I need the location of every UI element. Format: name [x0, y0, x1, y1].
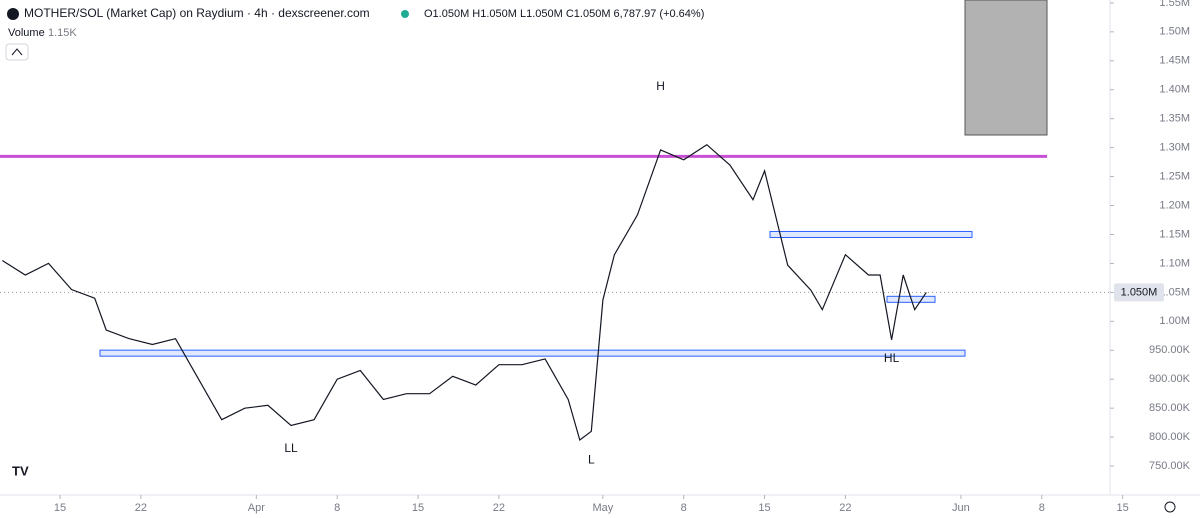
x-tick-label: May: [592, 502, 613, 514]
x-tick-label: Jun: [952, 502, 970, 514]
collapse-icon: [11, 48, 23, 56]
price-tag: [1114, 283, 1164, 302]
level-band: [99, 349, 966, 357]
x-tick-label: 8: [681, 502, 687, 514]
range-box: [964, 0, 1048, 136]
y-tick-label: 1.25M: [1159, 170, 1190, 182]
y-tick-label: 800.00K: [1149, 431, 1191, 443]
level-band: [769, 230, 973, 238]
y-tick-label: 1.30M: [1159, 142, 1190, 154]
y-tick-label: 1.00M: [1159, 315, 1190, 327]
y-tick-label: 1.45M: [1159, 55, 1190, 67]
y-tick-label: 1.40M: [1159, 84, 1190, 96]
x-tick-label: 15: [1116, 502, 1128, 514]
y-tick-label: 750.00K: [1149, 460, 1191, 472]
x-tick-label: 15: [54, 502, 66, 514]
annotation: L: [588, 452, 595, 466]
token-icon: [7, 8, 19, 20]
annotation: HL: [884, 351, 900, 365]
logo: TV: [12, 463, 29, 478]
price-line-series: [1, 143, 927, 442]
y-tick-label: 1.35M: [1159, 113, 1190, 125]
x-tick-label: 15: [758, 502, 770, 514]
volume-label: Volume: [8, 27, 45, 39]
volume-value: 1.15K: [48, 27, 77, 39]
y-tick-label: 1.15M: [1159, 228, 1190, 240]
x-tick-label: 15: [412, 502, 424, 514]
y-tick-label: 1.50M: [1159, 26, 1190, 38]
y-tick-label: 850.00K: [1149, 402, 1191, 414]
price-tag-label: 1.050M: [1121, 286, 1158, 298]
y-tick-label: 1.10M: [1159, 257, 1190, 269]
annotation: H: [656, 79, 665, 93]
ohlc: O1.050M H1.050M L1.050M C1.050M 6,787.97…: [424, 8, 704, 20]
settings-icon[interactable]: [1164, 501, 1176, 513]
y-tick-label: 1.55M: [1159, 0, 1190, 9]
chart-title: MOTHER/SOL (Market Cap) on Raydium · 4h …: [24, 6, 370, 20]
x-tick-label: 22: [839, 502, 851, 514]
x-tick-label: 22: [493, 502, 505, 514]
y-tick-label: 1.20M: [1159, 199, 1190, 211]
annotation: LL: [284, 441, 298, 455]
y-tick-label: 950.00K: [1149, 344, 1191, 356]
collapse-button[interactable]: [5, 43, 29, 61]
status-dot: [401, 10, 409, 18]
y-tick-label: 1.05M: [1159, 286, 1190, 298]
x-tick-label: 8: [1039, 502, 1045, 514]
x-tick-label: 8: [334, 502, 340, 514]
y-tick-label: 900.00K: [1149, 373, 1191, 385]
x-tick-label: Apr: [248, 502, 265, 514]
x-tick-label: 22: [135, 502, 147, 514]
